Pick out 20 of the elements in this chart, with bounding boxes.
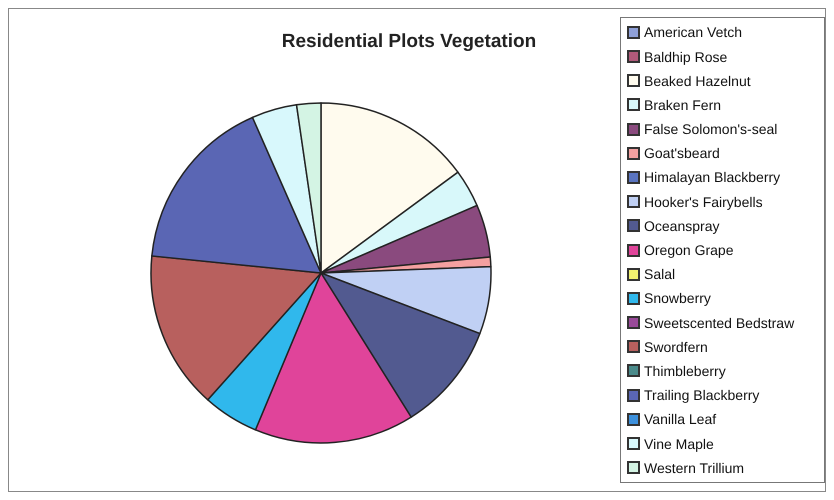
legend-label: Vanilla Leaf [644,411,716,428]
legend-label: Goat'sbeard [644,145,720,162]
legend-label: Oceanspray [644,218,720,234]
legend-label: Trailing Blackberry [644,387,760,404]
legend-label: Braken Fern [644,96,722,113]
legend-label: Beaked Hazelnut [644,72,751,89]
legend-label: Salal [644,266,676,282]
legend-label: False Solomon's-seal [644,121,778,138]
legend-label: Sweetscented Bedstraw [644,314,794,331]
legend-label: Swordfern [644,338,708,355]
legend-label: Hooker's Fairybells [644,194,763,210]
legend-label: Himalayan Blackberry [644,169,780,186]
legend-label: Western Trillium [644,460,744,476]
text: Residential Plots Vegetation [280,31,538,53]
legend-label: Thimbleberry [644,362,726,379]
legend-label: Baldhip Rose [644,48,728,64]
legend-label: Oregon Grape [644,242,734,258]
legend-label: American Vetch [644,24,742,40]
legend-label: Snowberry [644,290,711,306]
legend-label: Vine Maple [644,436,714,452]
